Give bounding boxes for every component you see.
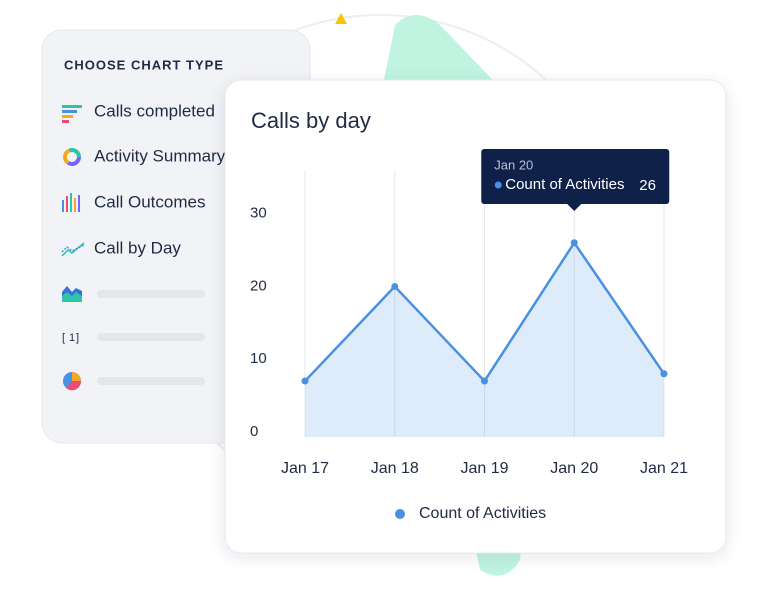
- x-tick-label: Jan 17: [281, 460, 329, 477]
- area: [305, 242, 664, 437]
- icon-donut: [63, 148, 81, 166]
- chart-title: Calls by day: [251, 108, 371, 133]
- svg-text:[: [: [62, 332, 65, 344]
- data-point: [301, 377, 309, 385]
- tooltip-date: Jan 20: [494, 157, 533, 172]
- tooltip-series: Count of Activities: [505, 176, 624, 193]
- x-tick-label: Jan 21: [640, 460, 688, 477]
- svg-text:]: ]: [76, 332, 79, 344]
- chart-type-option[interactable]: Calls completed: [94, 101, 215, 120]
- data-point: [481, 377, 488, 385]
- tooltip-pointer: [567, 204, 582, 211]
- tooltip: Jan 20 Count of Activities 26: [481, 149, 670, 211]
- icon-bars: [62, 105, 82, 123]
- panel-title: CHOOSE CHART TYPE: [64, 57, 224, 72]
- chart-type-option[interactable]: Activity Summary: [94, 146, 226, 165]
- legend-marker: [395, 509, 405, 519]
- data-point: [391, 282, 399, 290]
- data-point: [660, 370, 668, 378]
- data-point: [570, 239, 578, 247]
- chart-type-option[interactable]: Call Outcomes: [94, 192, 205, 211]
- x-tick-label: Jan 20: [550, 460, 598, 477]
- icon-columns: [62, 193, 80, 212]
- icon-pie: [63, 372, 82, 391]
- chart-type-option[interactable]: Call by Day: [94, 238, 181, 257]
- icon-lines: [61, 242, 85, 257]
- tooltip-value: 26: [639, 177, 656, 194]
- bg-triangle: [335, 13, 347, 24]
- x-tick-label: Jan 19: [460, 460, 508, 477]
- tooltip-marker: [494, 181, 502, 189]
- chart-card: Calls by day Jan 17 Jan 18 Jan 19 Jan 20 Jan…: [224, 79, 727, 554]
- placeholder: [97, 290, 205, 298]
- legend-label: Count of Activities: [419, 505, 546, 522]
- x-tick-label: Jan 18: [371, 460, 419, 477]
- tooltip-bg: [481, 149, 670, 204]
- icon-number: [1]: [62, 332, 79, 344]
- y-tick-label: 20: [250, 277, 267, 294]
- placeholder: [97, 333, 205, 341]
- placeholder: [97, 377, 205, 385]
- icon-area: [62, 292, 82, 302]
- y-tick-label: 30: [250, 205, 267, 222]
- y-tick-label: 0: [250, 423, 258, 440]
- y-tick-label: 10: [250, 350, 267, 367]
- svg-text:1: 1: [69, 332, 75, 344]
